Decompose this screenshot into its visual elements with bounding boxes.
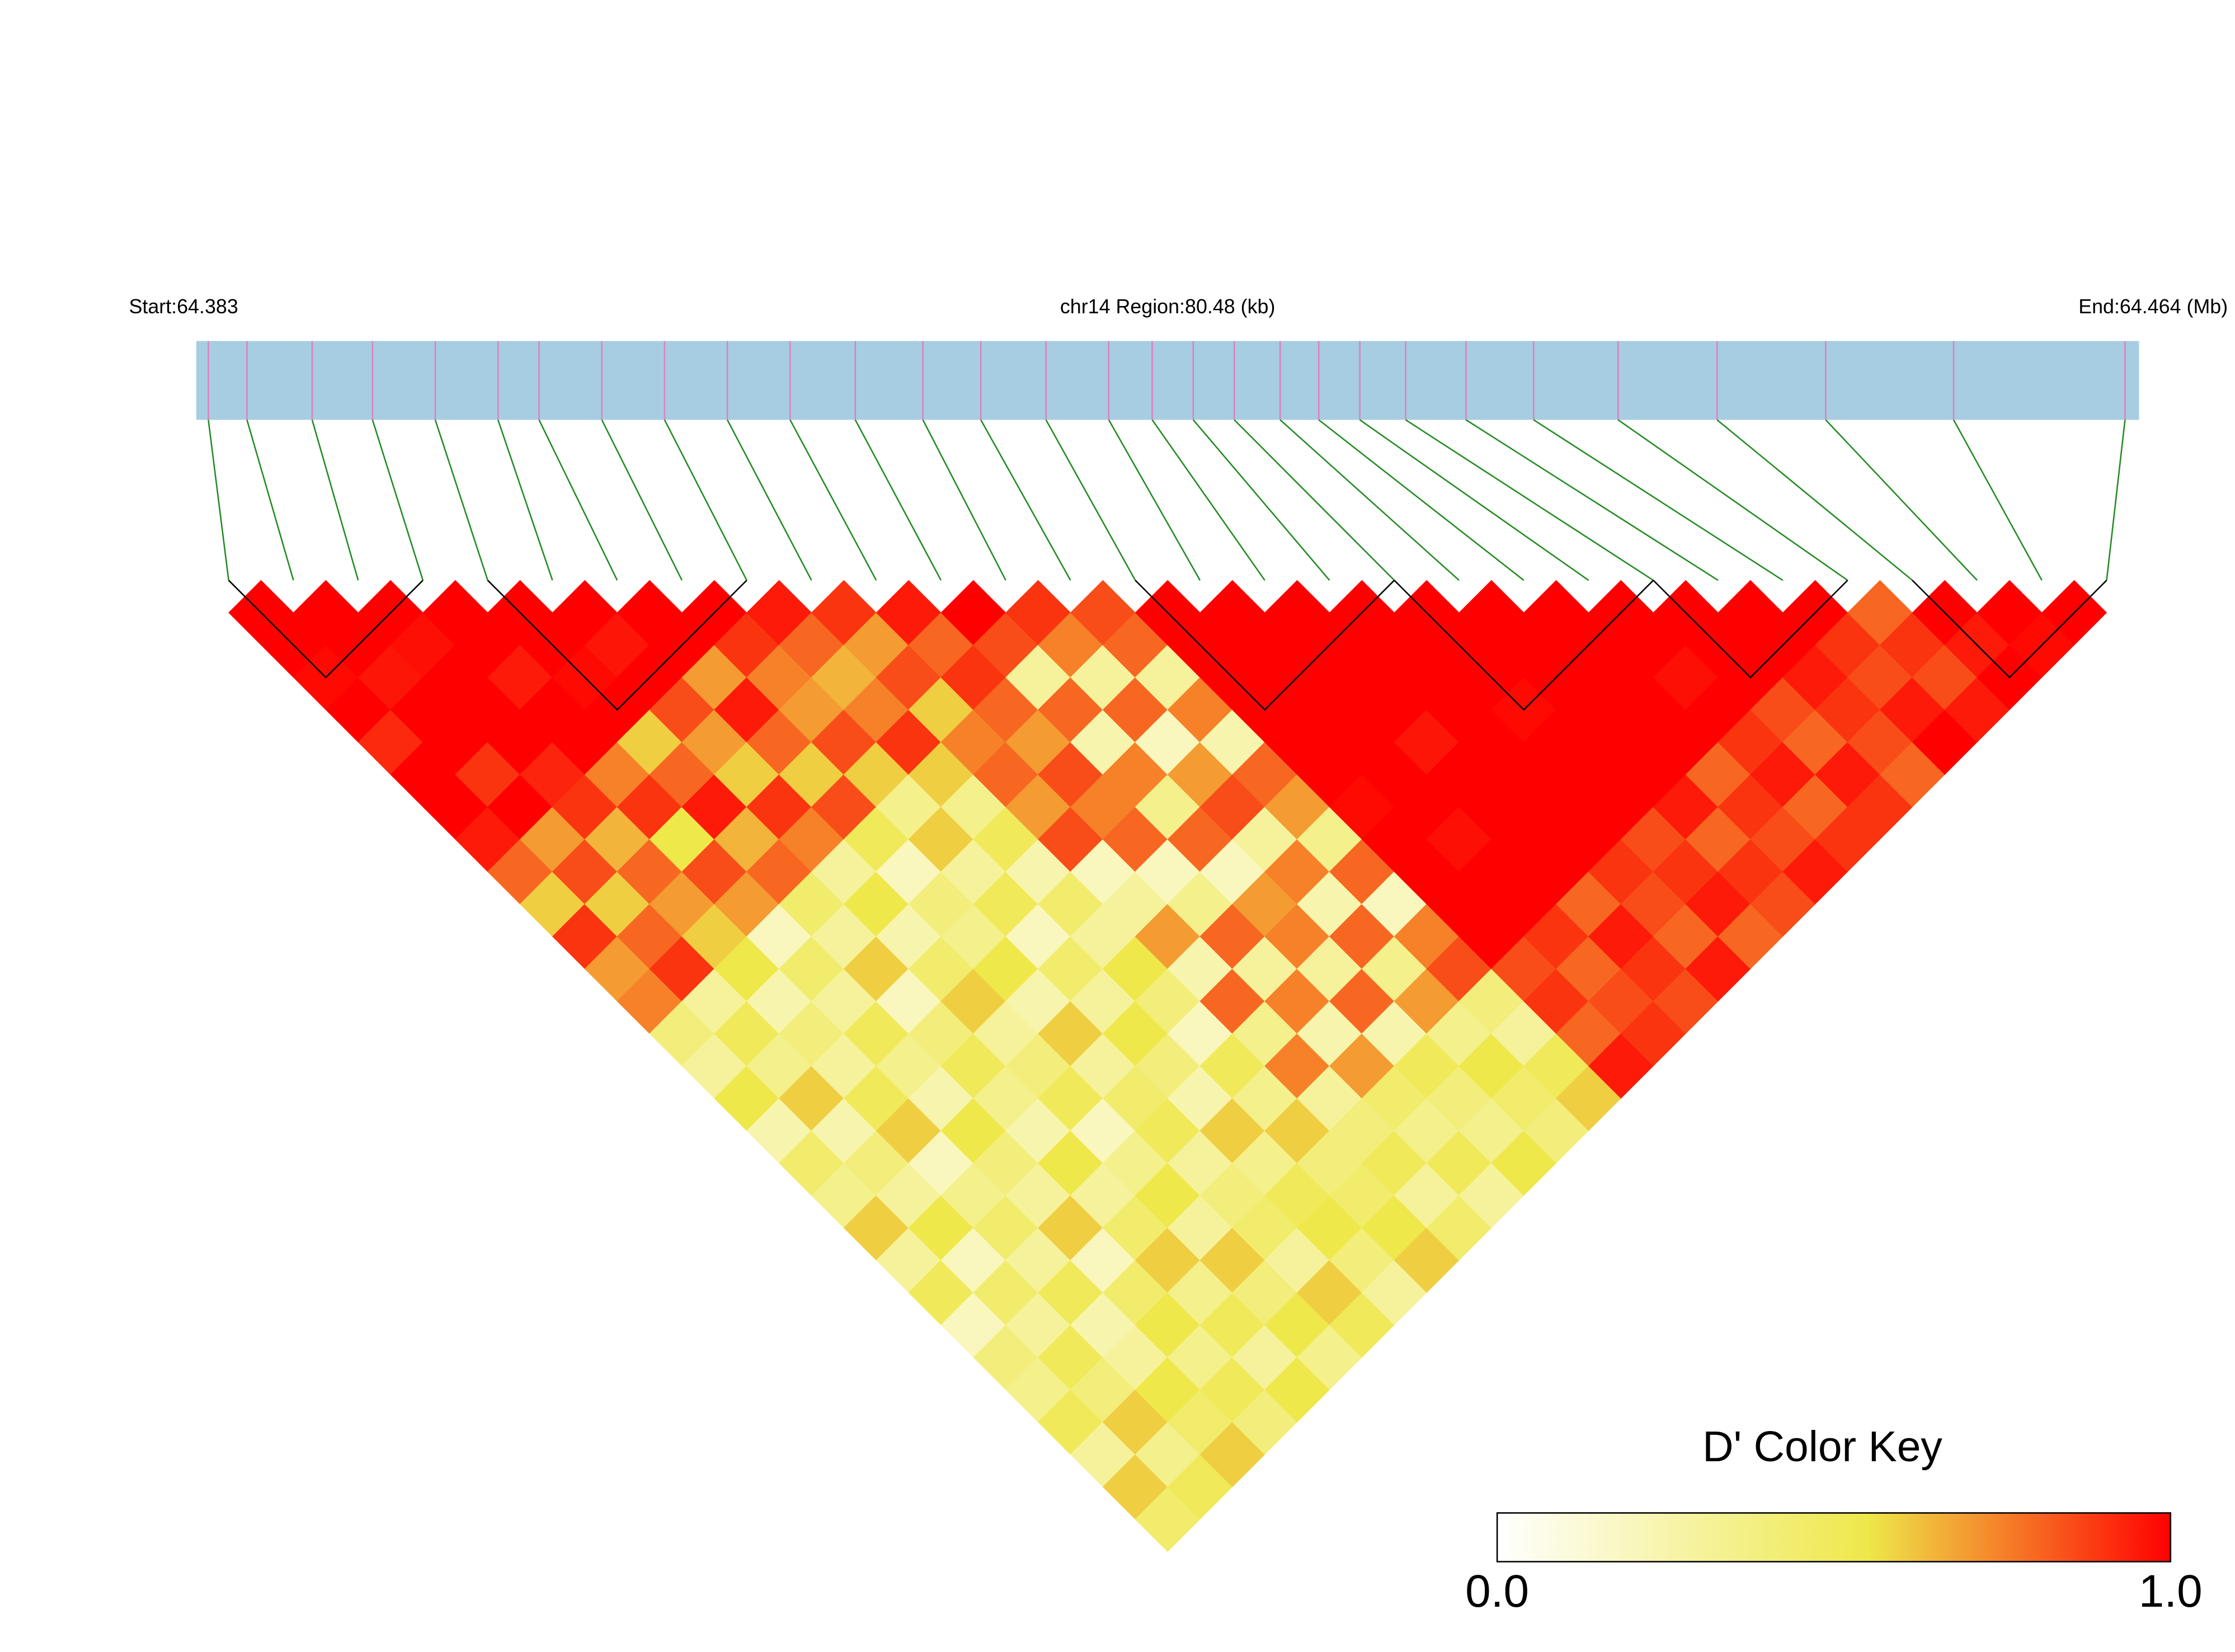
snp-link xyxy=(1716,419,1913,581)
snp-link xyxy=(1108,419,1201,581)
key-title: D' Color Key xyxy=(1702,1423,1942,1471)
ld-block xyxy=(1394,580,1654,711)
end-label: End:64.464 (Mb) xyxy=(2078,295,2228,318)
snp-link xyxy=(1318,419,1524,581)
snp-link xyxy=(497,420,553,581)
snp-link xyxy=(1617,419,1848,581)
ld-block xyxy=(228,580,424,679)
snp-link xyxy=(1952,419,2043,581)
snp-link xyxy=(538,419,618,581)
snp-link xyxy=(1825,419,1978,581)
ld-block xyxy=(1912,580,2107,679)
snp-link xyxy=(246,420,294,581)
snp-link xyxy=(1192,419,1330,581)
color-key xyxy=(1496,1512,2172,1562)
snp-link xyxy=(854,419,942,581)
region-label: chr14 Region:80.48 (kb) xyxy=(1060,295,1276,318)
snp-link xyxy=(601,419,683,581)
snp-link xyxy=(922,419,1006,581)
snp-link xyxy=(1405,419,1654,581)
snp-link xyxy=(1151,419,1265,581)
snp-link xyxy=(311,420,359,581)
ld-block xyxy=(1653,580,1848,679)
start-label: Start:64.383 xyxy=(129,295,238,318)
snp-link xyxy=(980,419,1071,581)
region-bar xyxy=(196,341,2139,420)
snp-link xyxy=(1045,419,1136,581)
snp-link xyxy=(1533,419,1784,581)
snp-link xyxy=(789,419,877,581)
ld-block xyxy=(487,580,747,711)
snp-link xyxy=(1234,419,1395,581)
snp-link xyxy=(1359,419,1589,581)
key-tick-label: 0.0 xyxy=(1465,1566,1529,1617)
snp-link xyxy=(208,420,229,581)
snp-link xyxy=(1465,419,1719,581)
snp-link xyxy=(664,419,747,581)
snp-link xyxy=(1279,419,1460,581)
ld-block xyxy=(1135,580,1395,711)
snp-link xyxy=(726,419,812,581)
key-tick-label: 1.0 xyxy=(2139,1566,2203,1617)
snp-link xyxy=(434,420,488,581)
snp-link xyxy=(371,420,424,581)
snp-link xyxy=(2106,420,2126,581)
